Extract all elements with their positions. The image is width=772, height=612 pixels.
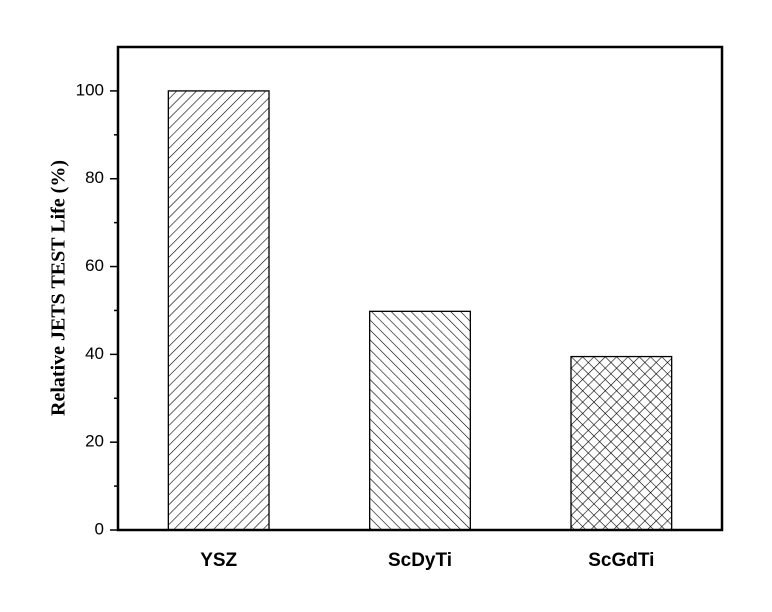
y-tick-label: 80 xyxy=(85,168,104,187)
x-tick-label: YSZ xyxy=(200,550,237,571)
y-tick-label: 100 xyxy=(76,80,104,99)
bar xyxy=(369,310,471,531)
bar xyxy=(570,355,673,531)
y-tick-label: 60 xyxy=(85,256,104,275)
y-axis-title: Relative JETS TEST Life (%) xyxy=(48,160,70,416)
y-tick-label: 40 xyxy=(85,344,104,363)
y-tick-label: 20 xyxy=(85,432,104,451)
y-tick-label: 0 xyxy=(95,519,104,538)
x-tick-label: ScDyTi xyxy=(388,550,452,571)
x-tick-label: ScGdTi xyxy=(588,550,654,571)
plot-frame xyxy=(116,45,724,532)
bar xyxy=(167,90,270,531)
